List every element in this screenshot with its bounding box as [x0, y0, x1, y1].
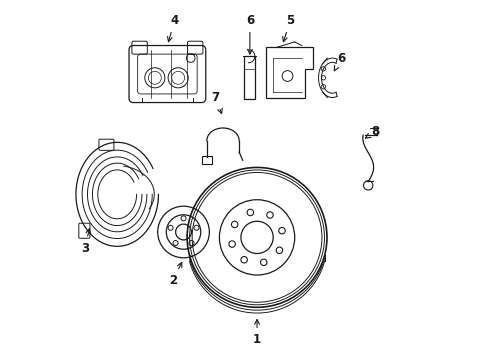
Bar	[202, 156, 211, 164]
Text: 5: 5	[282, 14, 294, 42]
Text: 8: 8	[365, 125, 379, 138]
Bar	[244, 56, 254, 99]
Text: 4: 4	[167, 14, 178, 42]
Text: 6: 6	[245, 14, 253, 54]
Text: 2: 2	[168, 262, 182, 287]
Text: 6: 6	[334, 51, 345, 71]
Text: 3: 3	[81, 229, 90, 255]
Text: 7: 7	[211, 91, 222, 113]
Text: 1: 1	[252, 320, 261, 346]
